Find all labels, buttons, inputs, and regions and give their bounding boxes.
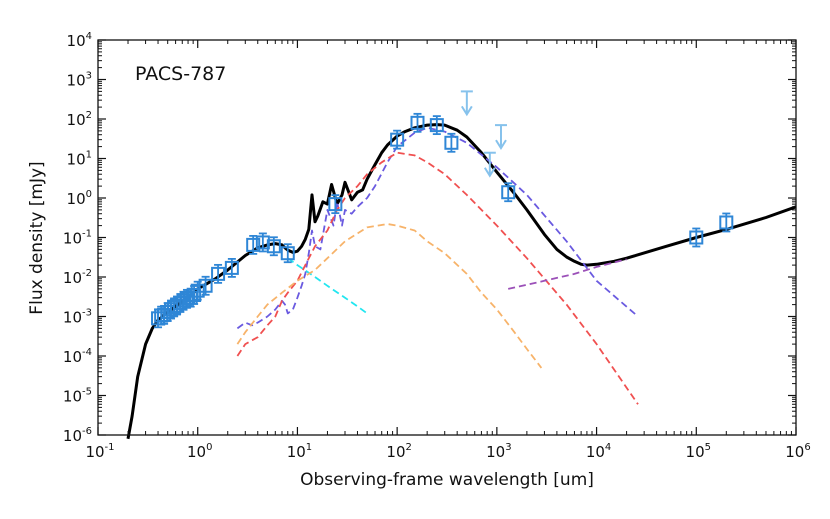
y-tick-label: 10-6 <box>63 426 92 445</box>
data-point-26 <box>689 227 704 248</box>
y-tick-label: 103 <box>67 71 92 90</box>
upper-limit-0 <box>460 90 473 117</box>
data-point-18 <box>266 236 281 257</box>
x-tick-label: 104 <box>586 442 611 461</box>
x-axis-label: Observing-frame wavelength [um] <box>300 470 594 490</box>
y-tick-label: 101 <box>67 150 92 169</box>
upper-limit-2 <box>494 124 507 151</box>
x-tick-label: 10-1 <box>85 442 114 461</box>
data-point-14 <box>211 263 226 284</box>
series-hot-dust-orange <box>236 223 543 369</box>
series-sf-dust-purple <box>236 126 639 330</box>
series-total-model <box>126 123 797 440</box>
y-axis-label: Flux density [mJy] <box>27 161 47 314</box>
data-point-9 <box>179 288 194 309</box>
data-point-24 <box>444 132 459 153</box>
y-tick-label: 100 <box>67 189 92 208</box>
y-tick-label: 104 <box>67 31 92 50</box>
data-points-layer <box>151 90 734 329</box>
series-radio-synchrotron <box>508 258 627 290</box>
upper-limit-1 <box>483 151 496 178</box>
x-tick-label: 102 <box>386 442 411 461</box>
x-tick-label: 100 <box>187 442 212 461</box>
series-agn-torus-red <box>236 151 639 405</box>
data-point-15 <box>224 257 239 278</box>
data-point-22 <box>410 112 425 133</box>
model-series-layer <box>126 123 797 440</box>
data-point-21 <box>390 129 405 150</box>
data-point-19 <box>280 243 295 264</box>
y-tick-label: 10-5 <box>63 387 92 406</box>
series-stellar <box>287 257 368 315</box>
data-point-27 <box>719 212 734 233</box>
y-tick-label: 102 <box>67 110 92 129</box>
x-tick-label: 103 <box>486 442 511 461</box>
y-tick-label: 10-3 <box>63 308 92 327</box>
data-point-16 <box>246 234 261 255</box>
x-tick-label: 106 <box>785 442 810 461</box>
axis-ticks-layer: 10-1 100 101 102 103 104 105 106 10-6 10-5 10-4 10-… <box>63 31 811 461</box>
x-tick-label: 101 <box>287 442 312 461</box>
y-tick-label: 10-2 <box>63 268 92 287</box>
data-point-25 <box>501 182 516 203</box>
data-point-13 <box>198 275 213 296</box>
data-point-23 <box>429 115 444 136</box>
data-point-20 <box>328 194 343 215</box>
y-tick-label: 10-4 <box>63 347 92 366</box>
data-point-17 <box>255 232 270 253</box>
y-tick-label: 10-1 <box>63 229 92 248</box>
source-name-label: PACS-787 <box>135 63 226 85</box>
x-tick-label: 105 <box>686 442 711 461</box>
